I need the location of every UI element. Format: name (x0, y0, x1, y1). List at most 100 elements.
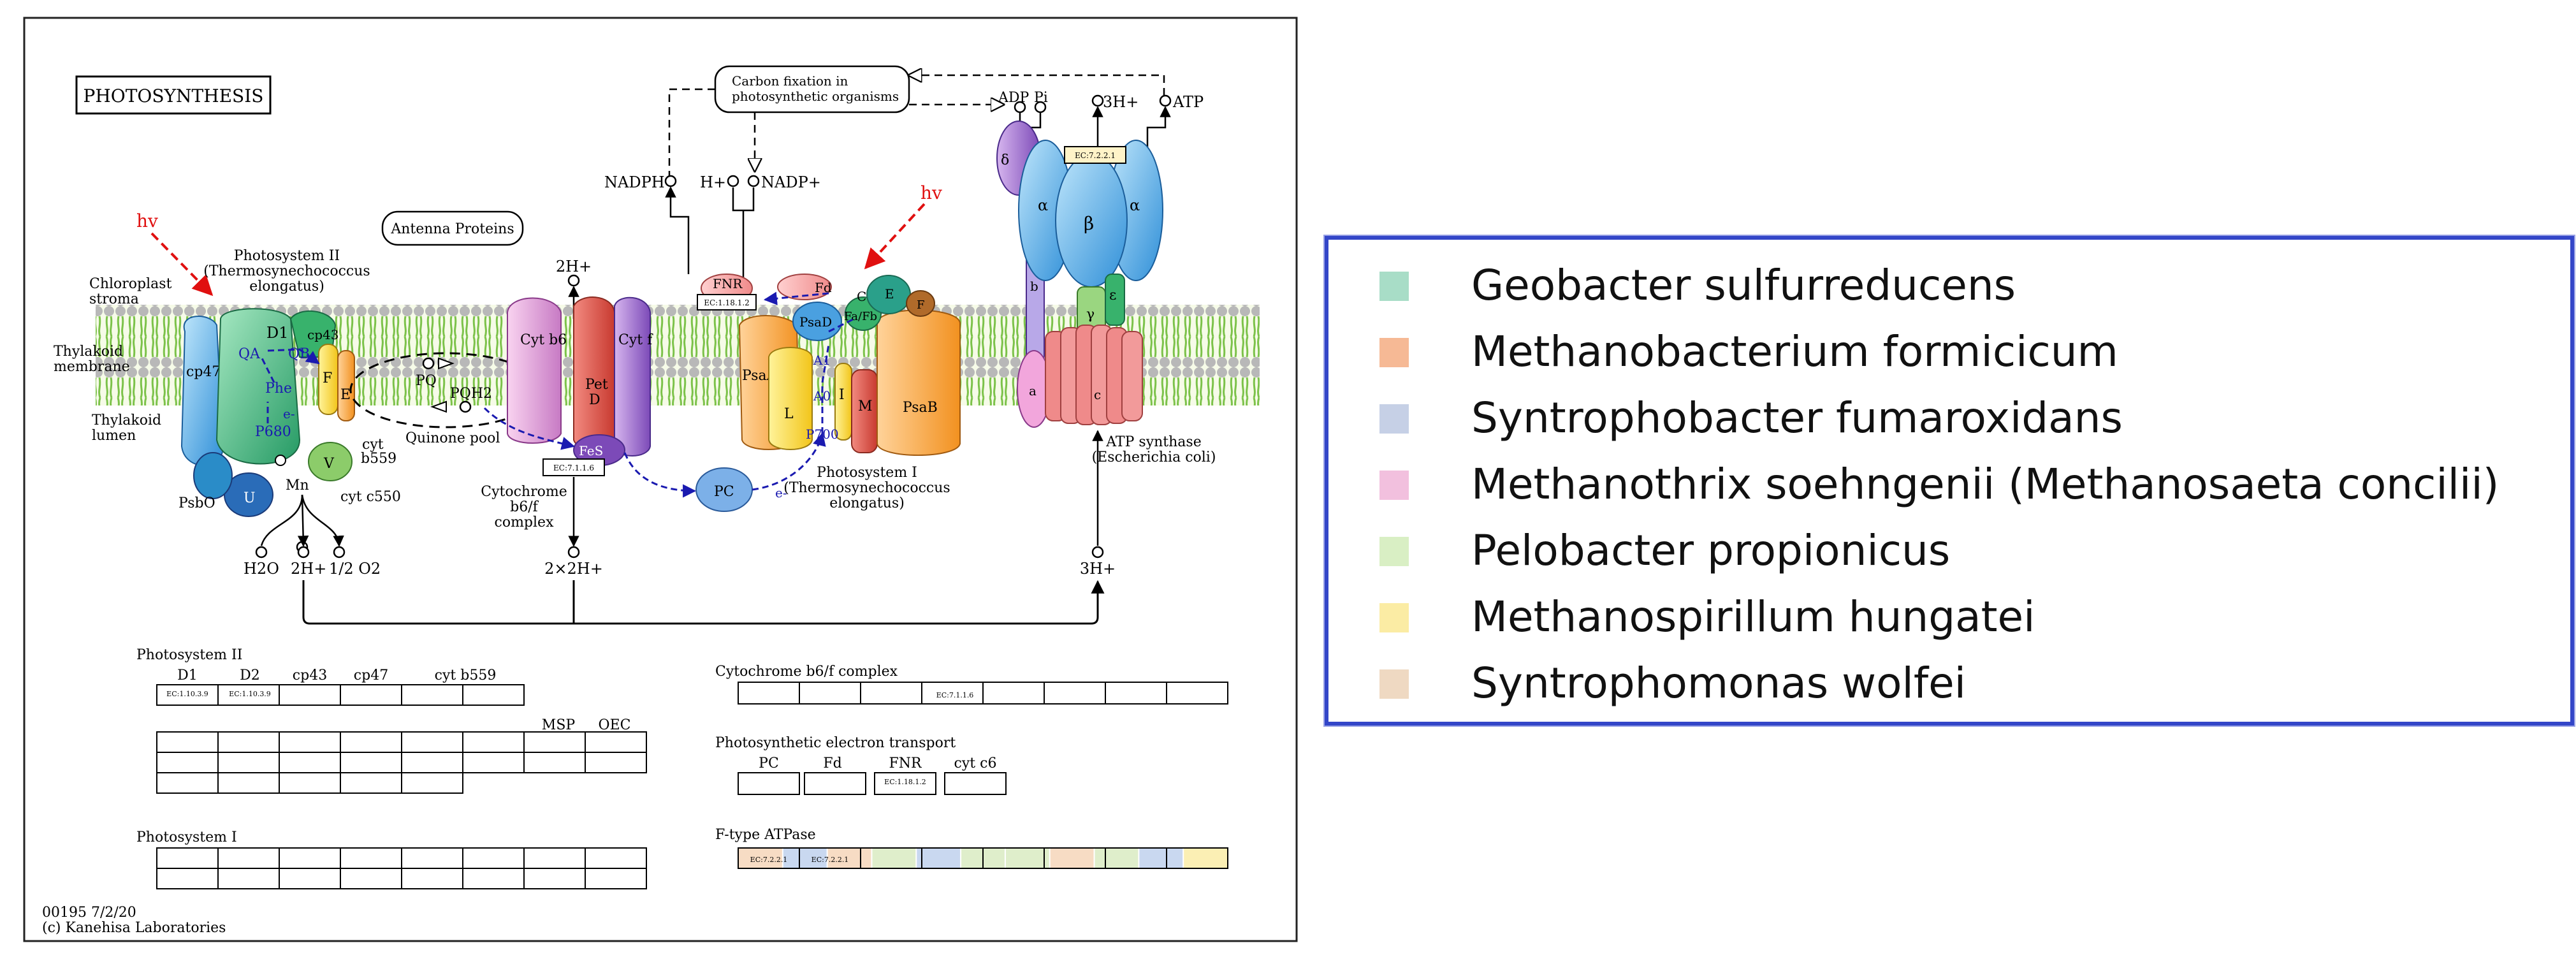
gene-cell[interactable] (738, 772, 800, 795)
psbe-subunit[interactable] (337, 350, 355, 421)
mn-cluster[interactable] (275, 455, 286, 466)
gene-cell[interactable] (279, 847, 341, 869)
gene-cell[interactable] (523, 847, 586, 869)
antenna-proteins-box[interactable] (381, 210, 524, 246)
nadp-compound[interactable] (747, 175, 760, 187)
gene-cell[interactable] (340, 752, 402, 773)
gene-cell[interactable] (401, 868, 463, 889)
gene-cell[interactable] (1105, 682, 1167, 705)
atp-ec-box[interactable] (1064, 146, 1126, 164)
pi-compound[interactable] (1034, 101, 1047, 113)
gene-cell[interactable] (217, 684, 280, 706)
gene-cell[interactable] (585, 731, 647, 753)
gene-cell[interactable] (1166, 682, 1228, 705)
cytc550-label: cyt c550 (340, 489, 401, 505)
nadph-compound[interactable] (664, 175, 677, 187)
gene-cell[interactable] (340, 868, 402, 889)
gene-cell[interactable] (340, 772, 402, 794)
two-h-bottom-node[interactable] (297, 546, 310, 559)
gene-cell[interactable] (217, 752, 280, 773)
gene-cell[interactable] (523, 868, 586, 889)
chloroplast-label: Chloroplast (89, 276, 172, 292)
gene-cell[interactable] (217, 731, 280, 753)
gene-cell[interactable] (156, 868, 219, 889)
gene-cell[interactable] (217, 847, 280, 869)
gene-cell[interactable] (217, 772, 280, 794)
gene-cell[interactable] (401, 772, 463, 794)
gene-cell[interactable] (462, 731, 525, 753)
cp47-subunit[interactable] (180, 316, 224, 466)
gene-cell[interactable] (982, 682, 1045, 705)
pqh2-compound[interactable] (459, 400, 472, 413)
adp-compound[interactable] (1014, 101, 1026, 113)
gene-cell[interactable] (156, 684, 219, 706)
alpha2-label: α (1130, 196, 1140, 214)
gene-cell[interactable] (401, 731, 463, 753)
gene-cell[interactable] (279, 752, 341, 773)
cyt-twoh-compound[interactable] (567, 274, 580, 287)
psaf-subunit[interactable] (906, 290, 935, 317)
gene-cell[interactable] (279, 772, 341, 794)
gene-cell[interactable] (585, 847, 647, 869)
two-x-two-h-node[interactable] (567, 546, 580, 559)
gene-cell[interactable] (804, 772, 866, 795)
h2o-node[interactable] (255, 546, 268, 559)
ortholog-color-stripe (1050, 849, 1094, 868)
epsilon-subunit[interactable] (1105, 274, 1125, 326)
hplus-compound[interactable] (727, 175, 739, 187)
legend-item: Geobacter sulfurreducens (1328, 254, 2570, 318)
gene-cell[interactable] (279, 868, 341, 889)
gene-cell[interactable] (1044, 682, 1106, 705)
gene-cell[interactable] (523, 731, 586, 753)
pq-compound[interactable] (422, 357, 435, 370)
psal-subunit[interactable] (768, 347, 813, 450)
gene-cell[interactable] (340, 731, 402, 753)
atp-synthase[interactable]: δ b a α α β γ ε c (996, 120, 1163, 428)
cytb6-subunit[interactable] (507, 297, 562, 444)
cytf-subunit[interactable] (614, 296, 651, 456)
gene-cell[interactable] (944, 772, 1007, 795)
psbv-subunit[interactable] (308, 442, 353, 481)
gene-cell[interactable] (156, 847, 219, 869)
atp-compound[interactable] (1159, 94, 1172, 107)
gene-cell[interactable] (156, 772, 219, 794)
gene-cell[interactable] (860, 682, 922, 705)
pet-gene-table (738, 772, 1007, 795)
gene-cell[interactable] (279, 731, 341, 753)
gene-cell[interactable] (799, 682, 861, 705)
gene-cell[interactable] (874, 772, 936, 795)
d1-subunit[interactable] (215, 308, 301, 465)
psab-subunit[interactable] (877, 309, 961, 456)
c-subunit-label: C (857, 289, 866, 304)
gene-cell[interactable] (462, 684, 525, 706)
gene-cell[interactable] (738, 682, 800, 705)
gene-cell[interactable] (340, 847, 402, 869)
gene-cell[interactable] (401, 847, 463, 869)
gene-cell[interactable] (401, 684, 463, 706)
gene-cell[interactable] (401, 752, 463, 773)
three-h-bottom-node[interactable] (1091, 546, 1104, 559)
gene-cell[interactable] (462, 868, 525, 889)
o2-node[interactable] (333, 546, 346, 559)
gene-cell[interactable] (156, 752, 219, 773)
three-h-top-compound[interactable] (1091, 94, 1104, 107)
pathway-title-box[interactable] (75, 75, 272, 115)
nadph-to-cfix-link (668, 88, 715, 179)
gene-cell[interactable] (523, 752, 586, 773)
gene-cell[interactable] (156, 731, 219, 753)
gene-cell[interactable] (1166, 847, 1228, 869)
gene-cell[interactable] (462, 752, 525, 773)
petd-subunit[interactable] (573, 296, 615, 450)
gene-cell[interactable] (585, 868, 647, 889)
gene-cell[interactable] (279, 684, 341, 706)
gene-cell[interactable] (462, 847, 525, 869)
gene-cell[interactable] (340, 684, 402, 706)
psbo-subunit[interactable] (193, 452, 233, 499)
c-ring-6[interactable] (1121, 331, 1143, 421)
cyt-ec-box[interactable] (542, 458, 605, 476)
pqh2-label: PQH2 (450, 386, 492, 402)
gene-cell[interactable] (921, 682, 984, 705)
gene-cell[interactable] (217, 868, 280, 889)
cytochrome-b6f-complex[interactable]: Cyt b6 Pet D Cyt f FeS (507, 296, 653, 466)
gene-cell[interactable] (585, 752, 647, 773)
